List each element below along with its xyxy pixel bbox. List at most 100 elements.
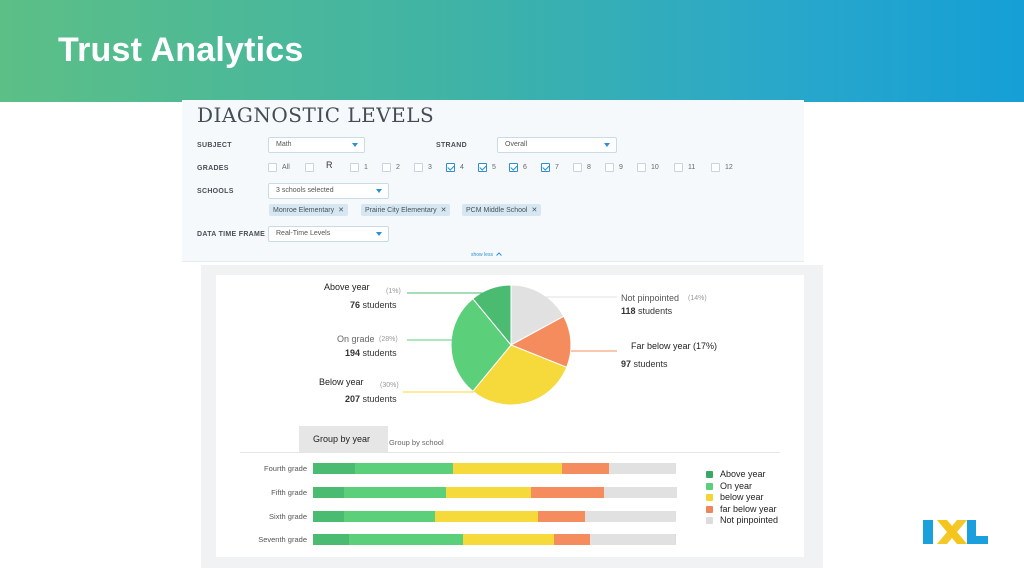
tab-group-by-school[interactable]: Group by school	[389, 438, 444, 447]
strand-dropdown[interactable]: Overall	[497, 137, 617, 153]
bar-segment-above	[313, 463, 355, 474]
grade-option-label: 11	[688, 164, 696, 171]
timeframe-dropdown[interactable]: Real-Time Levels	[268, 226, 389, 242]
tab-group-by-year[interactable]: Group by year	[299, 426, 388, 452]
school-chip-pcm-middle[interactable]: PCM Middle School ✕	[462, 204, 542, 216]
far-below-count: 97 students	[621, 359, 668, 369]
not-pinpointed-count: 118 students	[621, 306, 673, 316]
strand-label: STRAND	[436, 142, 467, 149]
bar-segment-not-pinpointed	[604, 487, 677, 498]
school-chip-prairie-city[interactable]: Prairie City Elementary ✕	[361, 204, 451, 216]
grade-checkbox[interactable]	[414, 163, 423, 172]
grade-option-label: 1	[364, 164, 368, 171]
subject-value: Math	[276, 141, 292, 148]
r-mark: R	[326, 160, 333, 170]
bar-segment-on	[344, 487, 446, 498]
grade-option-label: 3	[428, 164, 432, 171]
chevron-down-icon	[604, 143, 610, 147]
grade-bar[interactable]	[313, 534, 676, 545]
on-grade-label: On grade	[337, 334, 375, 344]
not-pinpointed-pct: (14%)	[688, 295, 707, 302]
bar-segment-above	[313, 487, 344, 498]
bar-segment-on	[349, 534, 463, 545]
close-icon[interactable]: ✕	[338, 207, 344, 214]
grade-bar-label: Sixth grade	[269, 512, 307, 521]
schools-value: 3 schools selected	[276, 187, 334, 194]
on-grade-pct: (28%)	[379, 336, 398, 343]
legend-label: On year	[720, 481, 753, 491]
grade-checkbox[interactable]	[268, 163, 277, 172]
bar-segment-on	[344, 511, 435, 522]
chevron-down-icon	[352, 143, 358, 147]
bar-segment-below	[446, 487, 531, 498]
not-pinpointed-label: Not pinpointed	[621, 293, 680, 303]
legend-swatch	[706, 517, 713, 524]
grade-checkbox[interactable]	[711, 163, 720, 172]
below-year-pct: (30%)	[380, 382, 399, 389]
legend-swatch	[706, 494, 713, 501]
grade-checkbox[interactable]	[674, 163, 683, 172]
bar-segment-above	[313, 534, 349, 545]
grade-checkbox[interactable]	[478, 163, 487, 172]
ixl-logo	[923, 520, 988, 544]
grades-label: GRADES	[197, 165, 229, 172]
grade-option-label: 5	[492, 164, 496, 171]
school-chip-monroe[interactable]: Monroe Elementary ✕	[269, 204, 348, 216]
chevron-down-icon	[376, 189, 382, 193]
subject-dropdown[interactable]: Math	[268, 137, 365, 153]
legend-swatch	[706, 483, 713, 490]
below-year-label: Below year	[319, 377, 364, 387]
grade-checkbox[interactable]	[446, 163, 455, 172]
grade-option-label: 12	[725, 164, 733, 171]
legend-label: Above year	[720, 469, 766, 479]
close-icon[interactable]: ✕	[531, 207, 538, 214]
show-less-link[interactable]: show less	[471, 252, 503, 258]
grade-bar-label: Seventh grade	[258, 535, 307, 544]
timeframe-value: Real-Time Levels	[276, 230, 331, 237]
above-year-pct: (1%)	[386, 288, 401, 295]
grade-option-label: All	[282, 164, 290, 171]
legend-label: far below year	[720, 504, 777, 514]
schools-dropdown[interactable]: 3 schools selected	[268, 183, 389, 199]
grade-option-label: 10	[651, 164, 659, 171]
grade-checkbox[interactable]	[573, 163, 582, 172]
on-grade-count: 194 students	[345, 348, 397, 358]
timeframe-label: DATA TIME FRAME	[197, 231, 266, 238]
grade-checkbox[interactable]	[382, 163, 391, 172]
bar-segment-far-below	[554, 534, 590, 545]
grade-checkbox[interactable]	[541, 163, 550, 172]
grade-option-label: 7	[555, 164, 559, 171]
bar-segment-not-pinpointed	[609, 463, 676, 474]
legend-label: below year	[720, 492, 764, 502]
bar-segment-not-pinpointed	[590, 534, 675, 545]
chevron-up-icon	[496, 252, 503, 256]
bar-segment-below	[435, 511, 538, 522]
above-year-label: Above year	[324, 282, 370, 292]
subject-label: SUBJECT	[197, 142, 232, 149]
grade-checkbox[interactable]	[605, 163, 614, 172]
slide-title: Trust Analytics	[58, 31, 304, 69]
close-icon[interactable]: ✕	[440, 207, 447, 214]
bar-segment-far-below	[562, 463, 609, 474]
grade-bar-label: Fourth grade	[264, 464, 307, 473]
schools-label: SCHOOLS	[197, 188, 234, 195]
bar-segment-below	[453, 463, 562, 474]
grade-checkbox[interactable]	[509, 163, 518, 172]
grade-bar[interactable]	[313, 487, 677, 498]
grade-bar-label: Fifth grade	[271, 488, 307, 497]
grade-bar[interactable]	[313, 463, 676, 474]
bar-segment-not-pinpointed	[585, 511, 676, 522]
grade-bar[interactable]	[313, 511, 676, 522]
chevron-down-icon	[376, 232, 382, 236]
bar-segment-below	[463, 534, 554, 545]
grade-option-label: 2	[396, 164, 400, 171]
grade-checkbox[interactable]	[350, 163, 359, 172]
slide-banner: Trust Analytics	[0, 0, 1024, 102]
legend-label: Not pinpointed	[720, 515, 779, 525]
far-below-label: Far below year (17%)	[631, 341, 718, 351]
bar-segment-far-below	[538, 511, 585, 522]
legend-swatch	[706, 506, 713, 513]
grade-checkbox[interactable]	[637, 163, 646, 172]
grade-checkbox[interactable]	[305, 163, 314, 172]
strand-value: Overall	[505, 141, 528, 148]
